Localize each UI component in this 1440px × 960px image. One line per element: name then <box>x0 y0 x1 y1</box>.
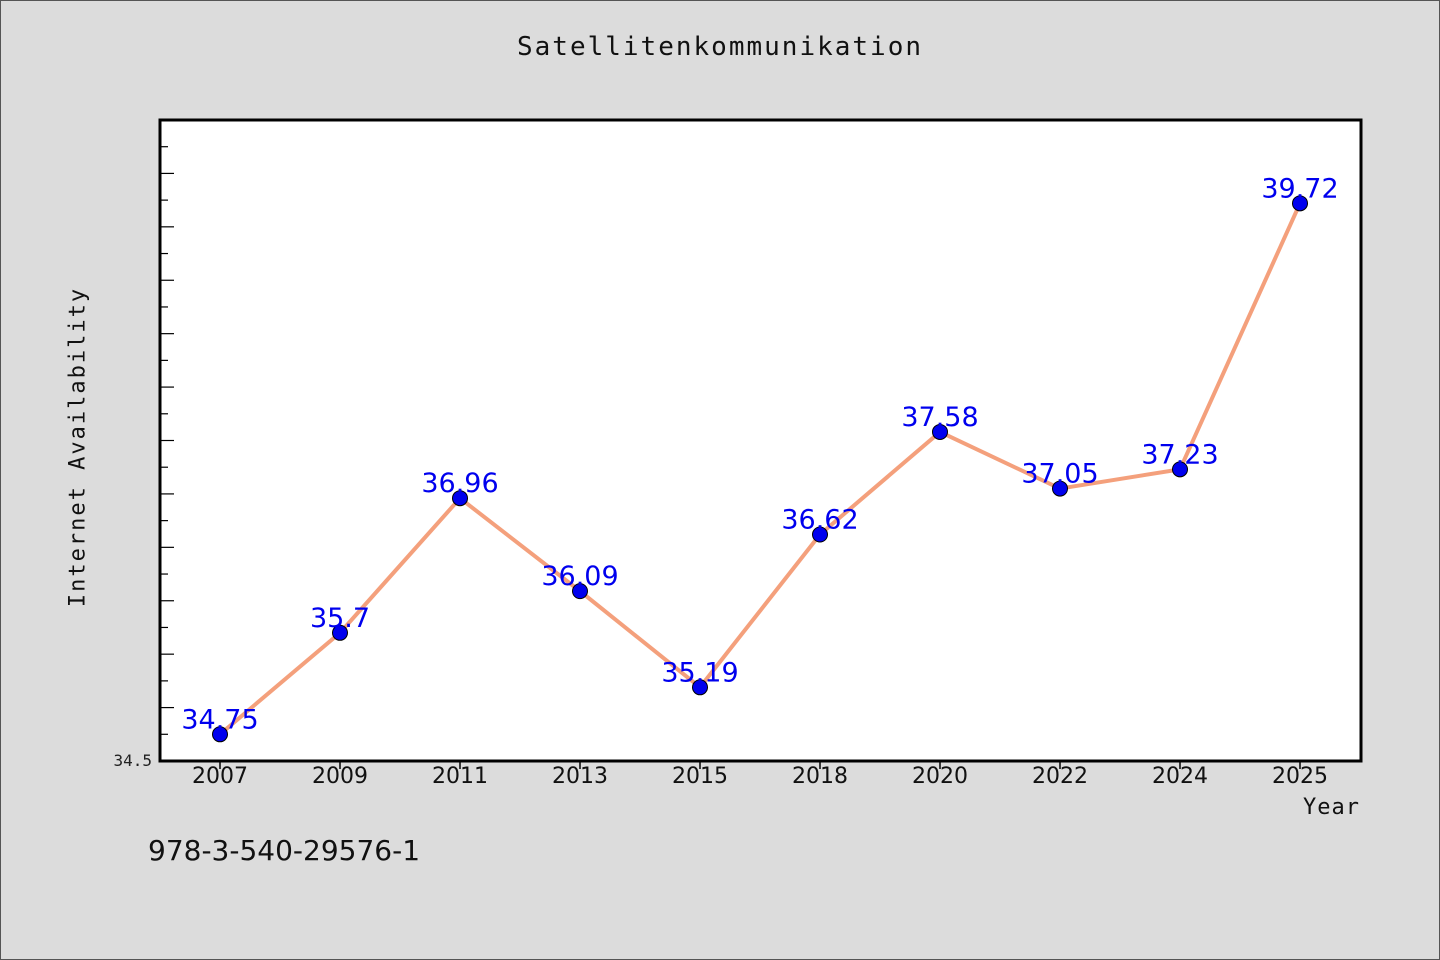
series-line <box>218 202 1302 736</box>
x-tick-label: 2015 <box>672 764 728 789</box>
x-tick-label: 2009 <box>312 764 368 789</box>
data-label: 35.19 <box>661 657 738 688</box>
data-label: 34.75 <box>181 704 258 735</box>
chart-title: Satellitenkommunikation <box>516 32 924 62</box>
x-axis-label: Year <box>1303 795 1360 820</box>
data-point <box>452 490 468 507</box>
data-point <box>1052 480 1068 497</box>
x-tick-label: 2007 <box>192 764 248 789</box>
data-label: 36.62 <box>781 505 858 536</box>
x-tick-label: 2011 <box>432 764 488 789</box>
x-tick-label: 2024 <box>1152 764 1208 789</box>
data-label: 37.23 <box>1141 439 1218 470</box>
footer-isbn: 978-3-540-29576-1 <box>148 834 421 867</box>
data-point <box>332 624 348 641</box>
data-label: 37.58 <box>901 402 978 433</box>
data-point <box>212 726 228 743</box>
data-label: 35.7 <box>310 603 370 634</box>
x-tick-label: 2022 <box>1032 764 1088 789</box>
x-tick-label: 2013 <box>552 764 608 789</box>
y-axis-label: Internet Availability <box>65 286 91 608</box>
data-point <box>572 583 588 600</box>
data-label: 37.05 <box>1021 459 1098 490</box>
data-point <box>692 679 708 696</box>
data-point <box>812 526 828 543</box>
plot-area-border <box>158 118 1363 763</box>
data-label: 36.96 <box>421 468 498 499</box>
data-point <box>1292 195 1308 212</box>
x-tick-label: 2020 <box>912 764 968 789</box>
data-point <box>1172 461 1188 478</box>
y-tick-label: 34.5 <box>113 751 152 770</box>
data-label: 36.09 <box>541 561 618 592</box>
x-tick-label: 2018 <box>792 764 848 789</box>
data-point <box>932 423 948 440</box>
data-label: 39.72 <box>1261 173 1338 204</box>
x-tick-label: 2025 <box>1272 764 1328 789</box>
